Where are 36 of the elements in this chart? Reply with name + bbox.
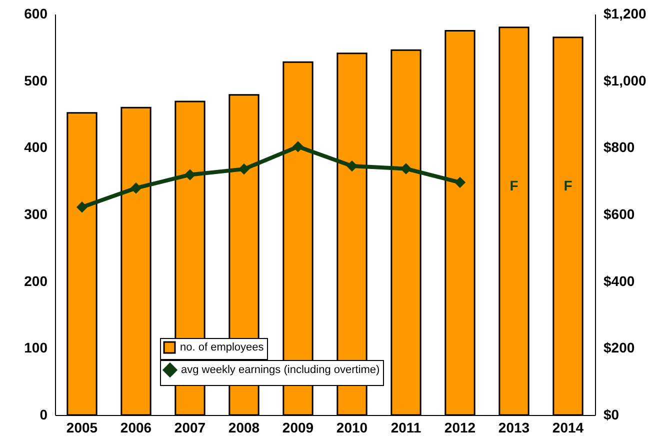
legend-label: avg weekly earnings (including overtime) xyxy=(181,364,380,376)
y2-tick-label: $1,000 xyxy=(604,72,647,88)
y2-tick-label: $600 xyxy=(604,206,635,222)
point xyxy=(238,164,250,174)
y-tick-label: 200 xyxy=(24,272,48,289)
y2-tick-label: $400 xyxy=(604,272,635,289)
x-tick-label: 2012 xyxy=(444,420,476,436)
x-tick-label: 2008 xyxy=(228,420,260,436)
x-tick-label: 2014 xyxy=(552,420,584,436)
point xyxy=(130,182,142,194)
point xyxy=(454,177,466,188)
point xyxy=(184,170,196,180)
point xyxy=(76,202,88,212)
y2-tick-label: $800 xyxy=(604,139,635,156)
point xyxy=(346,160,358,172)
x-tick-label: 2009 xyxy=(282,420,314,436)
y-tick-label: 600 xyxy=(24,6,48,22)
y-tick-label: 400 xyxy=(24,139,48,156)
point xyxy=(400,164,412,174)
x-tick-label: 2007 xyxy=(174,420,206,436)
x-tick-label: 2010 xyxy=(336,420,368,436)
y-tick-label: 100 xyxy=(24,340,48,356)
point xyxy=(292,141,304,152)
y2-tick-label: $0 xyxy=(604,406,620,422)
y-tick-label: 0 xyxy=(40,406,48,422)
annotation: F xyxy=(510,177,519,194)
x-tick-label: 2006 xyxy=(120,420,152,436)
annotation: F xyxy=(564,177,573,194)
y-tick-label: 300 xyxy=(24,206,48,222)
y2-tick-label: $1,200 xyxy=(604,6,647,22)
legend-label: no. of employees xyxy=(180,342,264,354)
y-tick-label: 500 xyxy=(24,72,48,88)
x-tick-label: 2013 xyxy=(498,420,530,436)
x-tick-label: 2011 xyxy=(390,420,422,436)
y2-tick-label: $200 xyxy=(604,340,635,356)
x-tick-label: 2005 xyxy=(66,420,98,436)
